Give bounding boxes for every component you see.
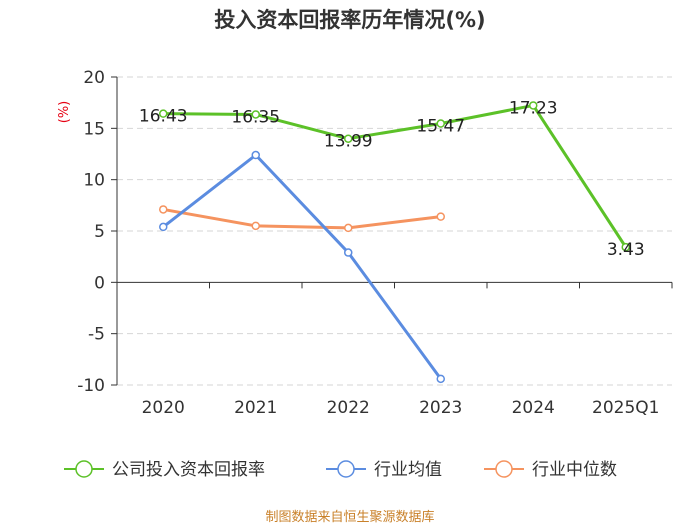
series-point <box>251 150 260 160</box>
x-tick-label: 2022 <box>327 398 370 418</box>
x-tick-label: 2020 <box>142 398 185 418</box>
series-point <box>251 221 260 231</box>
series-line <box>163 103 628 248</box>
series-point <box>159 222 168 232</box>
legend[interactable]: 公司投入资本回报率 行业均值 行业中位数 <box>64 460 617 480</box>
series-layer <box>159 101 630 384</box>
series-point <box>344 223 353 233</box>
legend-swatch-marker <box>75 460 93 478</box>
y-tick-label: 15 <box>83 119 105 139</box>
legend-swatch-marker <box>495 460 513 478</box>
series-point <box>529 101 538 110</box>
series-point <box>436 212 445 221</box>
legend-swatch-marker <box>337 460 355 478</box>
x-tick-label: 2024 <box>512 398 555 418</box>
data-label: 15.47 <box>416 117 465 137</box>
y-tick-label: 0 <box>94 273 105 293</box>
series-point <box>621 242 630 252</box>
series-line <box>162 207 441 230</box>
series-point <box>436 374 445 384</box>
grid <box>117 76 672 386</box>
series-point <box>344 134 353 143</box>
x-tick-label: 2023 <box>419 398 462 418</box>
data-label: 16.35 <box>231 107 280 127</box>
source-note: 制图数据来自恒生聚源数据库 <box>265 509 434 525</box>
y-tick-label: 20 <box>83 68 105 88</box>
axes: 20 15 10 5 0 -5 -10 2020 2021 2022 2023 2024 2025Q1 <box>77 68 673 418</box>
x-tick-label: 2025Q1 <box>592 398 659 418</box>
series-point <box>251 110 260 119</box>
y-tick-label: -10 <box>77 376 105 396</box>
series-point <box>436 119 445 128</box>
data-labels: 16.43 16.35 13.99 15.47 17.23 3.43 <box>139 98 645 260</box>
series-point <box>159 109 168 118</box>
data-label: 17.23 <box>509 98 558 118</box>
legend-label: 行业中位数 <box>532 460 617 480</box>
chart-title: 投入资本回报率历年情况(%) <box>214 8 485 32</box>
legend-label: 公司投入资本回报率 <box>112 460 265 480</box>
y-tick-label: 5 <box>94 222 105 242</box>
y-axis-label: (%) <box>57 101 72 124</box>
data-label: 13.99 <box>324 132 373 152</box>
y-tick-label: -5 <box>88 325 105 345</box>
y-tick-label: 10 <box>83 171 105 191</box>
legend-label: 行业均值 <box>374 460 442 480</box>
x-tick-label: 2021 <box>234 398 277 418</box>
series-point <box>159 205 168 214</box>
data-label: 16.43 <box>139 107 188 127</box>
data-label: 3.43 <box>607 240 645 260</box>
series-line <box>162 153 442 380</box>
series-point <box>344 248 353 257</box>
